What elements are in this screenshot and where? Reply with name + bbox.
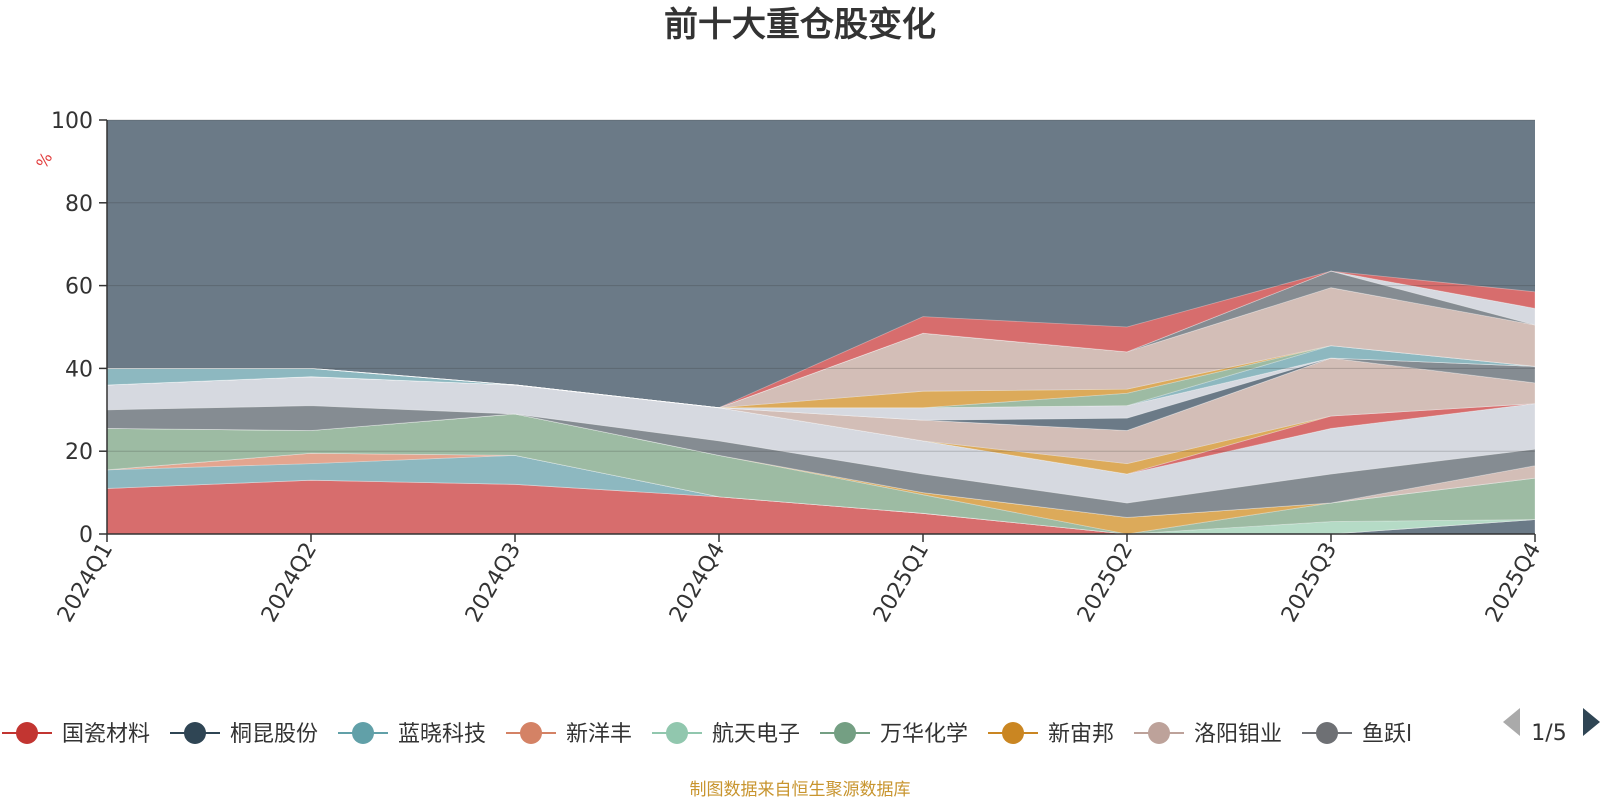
legend-prev-icon[interactable] xyxy=(1503,708,1520,736)
legend-marker-icon xyxy=(1148,722,1171,744)
legend-item[interactable]: 航天电子 xyxy=(652,722,800,747)
legend-marker-icon xyxy=(834,722,857,744)
legend-item[interactable]: 鱼跃l xyxy=(1302,722,1412,747)
y-tick-label: 80 xyxy=(65,192,93,217)
legend-label: 蓝晓科技 xyxy=(398,722,486,747)
x-tick-label: 2024Q3 xyxy=(461,539,526,627)
legend-label: 国瓷材料 xyxy=(62,722,150,747)
data-source-note: 制图数据来自恒生聚源数据库 xyxy=(690,780,911,800)
area-layers xyxy=(106,120,1536,535)
legend-marker-icon xyxy=(1002,722,1025,744)
area-series-12 xyxy=(106,357,1536,465)
x-tick-label: 2025Q2 xyxy=(1073,539,1138,627)
legend-next-icon[interactable] xyxy=(1583,708,1600,736)
legend-label: 洛阳钼业 xyxy=(1194,722,1282,747)
x-tick-label: 2025Q4 xyxy=(1481,539,1546,627)
legend-label: 桐昆股份 xyxy=(230,722,318,747)
legend-item[interactable]: 万华化学 xyxy=(820,722,968,747)
x-tick-label: 2024Q2 xyxy=(257,539,322,627)
y-tick-label: 40 xyxy=(65,357,93,382)
area-series-9 xyxy=(106,376,1536,504)
legend-marker-icon xyxy=(184,722,207,744)
legend-item[interactable]: 蓝晓科技 xyxy=(338,722,486,747)
legend-label: 航天电子 xyxy=(712,722,800,747)
legend-marker-icon xyxy=(520,722,543,744)
x-tick-label: 2025Q1 xyxy=(869,539,934,627)
legend-item[interactable]: 国瓷材料 xyxy=(2,722,150,747)
area-series-21 xyxy=(107,270,1536,409)
legend-pager[interactable]: 1/5 xyxy=(1503,708,1600,746)
grid-lines xyxy=(107,119,1535,452)
area-series-5 xyxy=(106,413,1536,535)
legend-label: 万华化学 xyxy=(880,722,968,747)
y-axis-label: % xyxy=(32,149,56,172)
area-series-7 xyxy=(106,413,1536,518)
y-tick-label: 60 xyxy=(65,275,93,300)
legend: 国瓷材料 桐昆股份 蓝晓科技 新洋丰 航天电子 万华化学 新宙邦 洛阳钼业 鱼跃l xyxy=(2,722,1412,747)
chart-title: 前十大重仓股变化 xyxy=(664,5,936,45)
y-tick-label: 20 xyxy=(65,440,93,465)
legend-page-indicator: 1/5 xyxy=(1531,721,1566,746)
legend-label: 新洋丰 xyxy=(566,722,632,747)
legend-item[interactable]: 桐昆股份 xyxy=(170,722,318,747)
x-tick-label: 2024Q1 xyxy=(53,539,118,627)
legend-item[interactable]: 新洋丰 xyxy=(506,722,632,747)
legend-marker-icon xyxy=(1316,722,1339,744)
area-series-22 xyxy=(107,270,1536,409)
x-tick-label: 2024Q4 xyxy=(665,539,730,627)
y-tick-label: 0 xyxy=(79,523,93,548)
legend-label: 鱼跃l xyxy=(1362,722,1412,747)
legend-item[interactable]: 新宙邦 xyxy=(988,722,1114,747)
area-series-19 xyxy=(107,287,1536,409)
area-series-13 xyxy=(106,357,1536,431)
x-tick-label: 2025Q3 xyxy=(1277,539,1342,627)
legend-label: 新宙邦 xyxy=(1048,722,1114,747)
legend-marker-icon xyxy=(666,722,689,744)
area-series-16 xyxy=(106,345,1536,409)
legend-marker-icon xyxy=(352,722,375,744)
y-tick-label: 100 xyxy=(51,109,93,134)
legend-item[interactable]: 洛阳钼业 xyxy=(1134,722,1282,747)
legend-marker-icon xyxy=(16,722,38,744)
